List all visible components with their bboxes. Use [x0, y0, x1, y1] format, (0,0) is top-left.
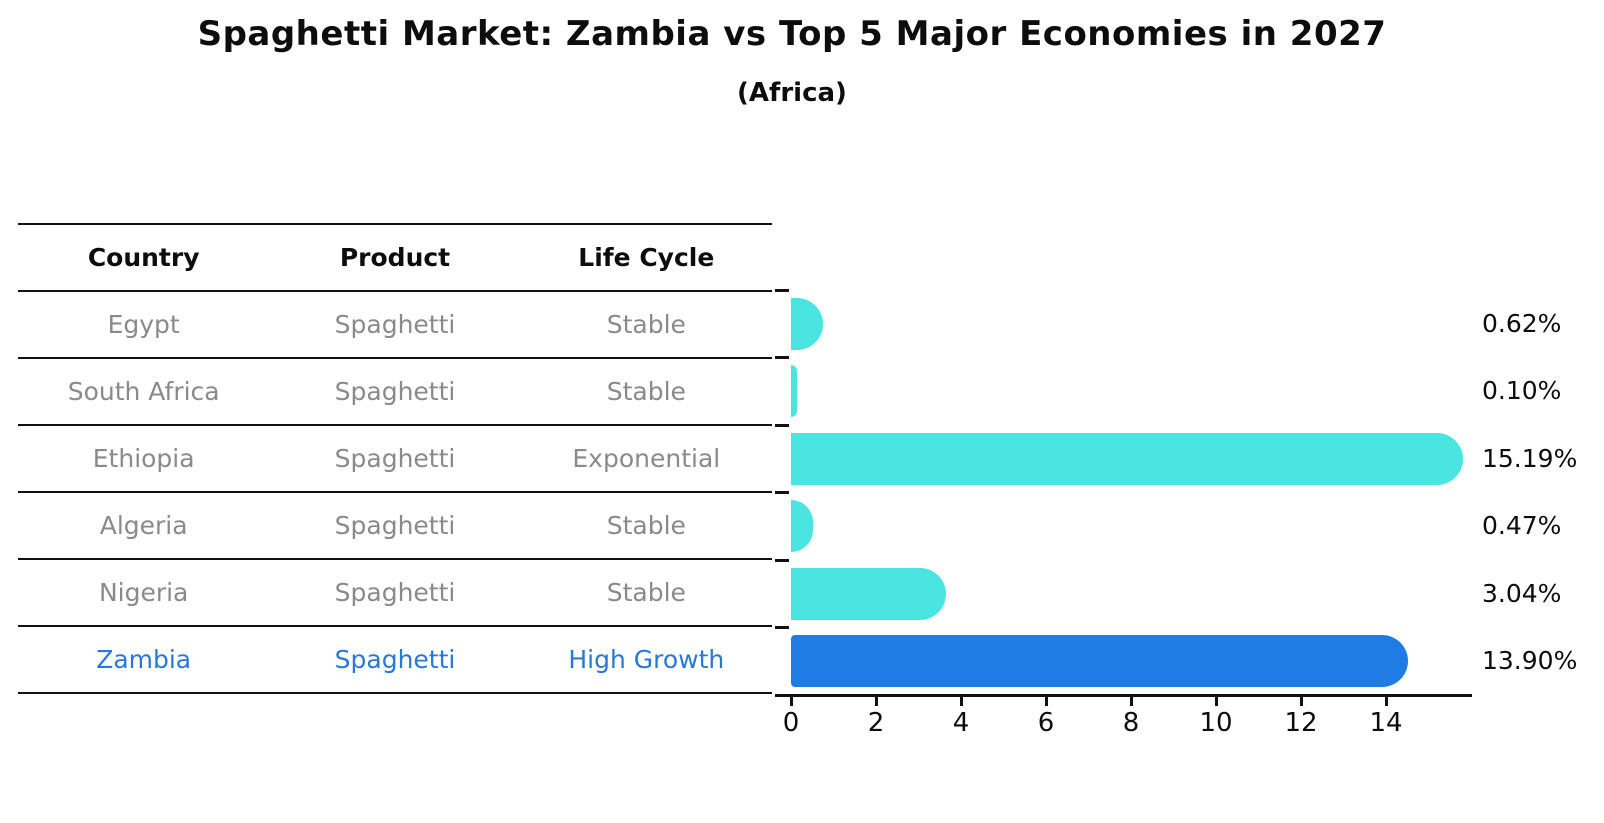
column-header-product: Product	[339, 243, 451, 272]
x-tick-label: 10	[1199, 708, 1233, 738]
x-tick-label: 8	[1122, 708, 1140, 738]
column-header-country: Country	[87, 243, 200, 272]
cell-product: Spaghetti	[334, 310, 456, 339]
table-row-egypt: Egypt Spaghetti Stable	[18, 292, 772, 359]
column-header-lifecycle: Life Cycle	[578, 243, 715, 272]
cell-life-cycle: High Growth	[568, 645, 725, 674]
cell-country: Algeria	[99, 511, 188, 540]
x-tick-mark	[1214, 697, 1218, 706]
y-tick-mark	[775, 423, 789, 427]
x-tick-mark	[1129, 697, 1133, 706]
x-tick-mark	[959, 697, 963, 706]
x-tick-label: 0	[782, 708, 800, 738]
value-label-algeria: 0.47%	[1482, 511, 1562, 541]
x-tick-mark	[1384, 697, 1388, 706]
table-row-ethiopia: Ethiopia Spaghetti Exponential	[18, 426, 772, 493]
x-tick-label: 14	[1369, 708, 1403, 738]
cell-country: Zambia	[96, 645, 192, 674]
country-table: Country Product Life Cycle Egypt Spaghett…	[18, 223, 772, 694]
x-tick-label: 6	[1037, 708, 1055, 738]
cell-country: Egypt	[107, 310, 180, 339]
x-axis-line	[788, 694, 1472, 697]
cell-country: South Africa	[67, 377, 220, 406]
y-tick-mark	[775, 356, 789, 359]
cell-life-cycle: Exponential	[572, 444, 721, 473]
cell-product: Spaghetti	[334, 511, 456, 540]
cell-country: Ethiopia	[92, 444, 195, 473]
y-tick-mark	[775, 491, 789, 494]
bar-algeria	[791, 500, 813, 553]
table-row-algeria: Algeria Spaghetti Stable	[18, 493, 772, 560]
x-tick-mark	[1044, 697, 1048, 706]
bar-south-africa	[791, 365, 798, 418]
table-header-row: Country Product Life Cycle	[18, 223, 772, 292]
cell-life-cycle: Stable	[606, 511, 686, 540]
table-row-nigeria: Nigeria Spaghetti Stable	[18, 560, 772, 627]
x-tick-mark	[874, 697, 878, 706]
y-tick-mark	[775, 558, 789, 562]
cell-country: Nigeria	[98, 578, 189, 607]
chart-subtitle: (Africa)	[737, 78, 847, 108]
x-tick-mark	[789, 697, 793, 706]
x-tick-mark	[1299, 697, 1303, 706]
y-tick-mark	[775, 288, 789, 292]
table-row-zambia: Zambia Spaghetti High Growth	[18, 627, 772, 694]
bar-ethiopia	[791, 432, 1463, 485]
cell-product: Spaghetti	[334, 578, 456, 607]
cell-life-cycle: Stable	[606, 377, 686, 406]
cell-product: Spaghetti	[334, 377, 456, 406]
cell-product: Spaghetti	[334, 645, 456, 674]
value-label-ethiopia: 15.19%	[1482, 443, 1578, 473]
cell-life-cycle: Stable	[606, 578, 686, 607]
value-label-south-africa: 0.10%	[1482, 376, 1562, 406]
bar-plot-area	[791, 290, 1471, 695]
y-tick-mark	[775, 693, 789, 697]
table-body: Egypt Spaghetti Stable South Africa Spaghett…	[18, 292, 772, 694]
value-label-egypt: 0.62%	[1482, 308, 1562, 338]
x-tick-label: 2	[867, 708, 885, 738]
cell-life-cycle: Stable	[606, 310, 686, 339]
chart-title: Spaghetti Market: Zambia vs Top 5 Major …	[197, 14, 1387, 54]
bar-zambia	[791, 635, 1408, 688]
table-row-south-africa: South Africa Spaghetti Stable	[18, 359, 772, 426]
cell-product: Spaghetti	[334, 444, 456, 473]
y-tick-mark	[775, 626, 789, 629]
x-tick-label: 12	[1284, 708, 1318, 738]
x-tick-label: 4	[952, 708, 970, 738]
bar-egypt	[791, 297, 824, 350]
bar-nigeria	[791, 567, 947, 620]
value-label-zambia: 13.90%	[1482, 646, 1578, 676]
value-label-nigeria: 3.04%	[1482, 578, 1562, 608]
